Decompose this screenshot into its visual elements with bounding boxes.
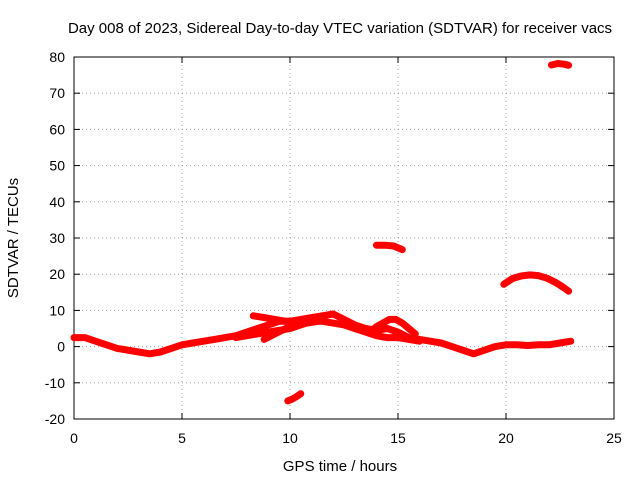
series-high-arc-lower xyxy=(260,317,322,343)
x-tick-label: 0 xyxy=(70,430,78,446)
series-top-segment-22h xyxy=(547,60,573,69)
x-tick-label: 25 xyxy=(606,430,622,446)
y-tick-label: 20 xyxy=(49,266,65,282)
series-main-trace xyxy=(70,310,575,358)
y-tick-label: 80 xyxy=(49,49,65,65)
data-series xyxy=(70,60,575,405)
x-tick-label: 20 xyxy=(498,430,514,446)
y-tick-label: 70 xyxy=(49,85,65,101)
series-high-arc-upper xyxy=(249,312,311,325)
y-tick-label: 40 xyxy=(49,194,65,210)
x-tick-label: 15 xyxy=(390,430,406,446)
x-tick-label: 10 xyxy=(282,430,298,446)
y-tick-label: 30 xyxy=(49,230,65,246)
y-tick-label: 10 xyxy=(49,302,65,318)
x-tick-label: 5 xyxy=(178,430,186,446)
series-arc-20-23h xyxy=(500,271,573,295)
chart-title: Day 008 of 2023, Sidereal Day-to-day VTE… xyxy=(68,20,612,37)
series-main-lower-band xyxy=(232,317,424,345)
x-axis-label: GPS time / hours xyxy=(283,458,397,475)
y-tick-label: 0 xyxy=(57,339,65,355)
y-tick-label: 50 xyxy=(49,158,65,174)
y-axis-label: SDTVAR / TECUs xyxy=(5,178,22,298)
y-tick-label: -10 xyxy=(45,375,65,391)
series-hump-15h xyxy=(366,315,419,338)
y-tick-label: -20 xyxy=(45,411,65,427)
y-tick-label: 60 xyxy=(49,121,65,137)
grid-lines xyxy=(74,57,614,419)
series-segment-14-15h xyxy=(372,241,406,254)
series-lower-segment-10h xyxy=(284,390,305,405)
axis-ticks: 0 5 10 15 20 25 -20 -10 0 10 20 30 40 50 60 70 80 xyxy=(45,49,622,446)
